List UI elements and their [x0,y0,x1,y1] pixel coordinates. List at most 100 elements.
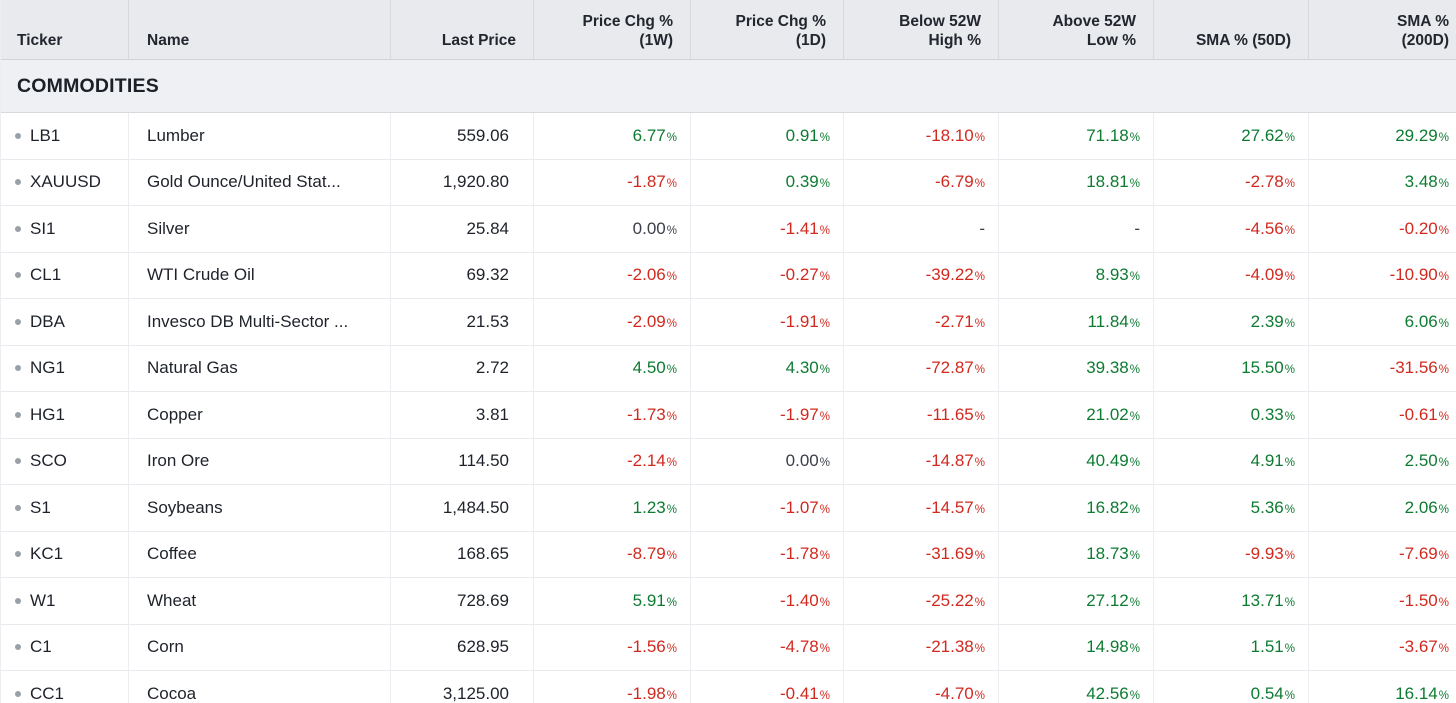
percent-suffix: % [666,410,677,423]
last_price-value: 1,484.50 [442,497,509,517]
name-value: Wheat [147,590,197,610]
above_52w_low-value: 11.84 [1087,311,1129,331]
last_price-value: 69.32 [466,265,509,285]
chg_1w-value: -2.09 [627,311,666,331]
column-header-above_52w_low[interactable]: Above 52W Low % [999,0,1154,59]
table-row[interactable]: C1 Corn 628.95 -1.56% -4.78% -21.38% 14.98% 1.5… [1,624,1456,671]
percent-suffix: % [666,271,677,284]
sma_50d-value: -4.09 [1245,265,1284,285]
column-header-name[interactable]: Name [129,0,391,59]
chg_1d-value: -0.27 [780,265,819,285]
percent-suffix: % [819,131,830,144]
percent-suffix: % [1284,503,1295,516]
table-row[interactable]: NG1 Natural Gas 2.72 4.50% 4.30% -72.87% 39.38… [1,345,1456,392]
percent-suffix: % [1129,596,1140,609]
chg_1d-cell: 0.91% [691,113,844,159]
chg_1w-value: -1.87 [627,172,666,192]
section-title: COMMODITIES [17,74,159,97]
percent-suffix: % [819,689,830,702]
percent-suffix: % [974,364,985,377]
table-row[interactable]: SI1 Silver 25.84 0.00% -1.41% - - -4.56% -0.20% [1,206,1456,253]
above_52w_low-value: 39.38 [1086,358,1129,378]
percent-suffix: % [974,689,985,702]
sma_50d-cell: 27.62% [1154,113,1309,159]
column-header-label: (1D) [795,32,826,49]
percent-suffix: % [1438,178,1449,191]
percent-suffix: % [819,178,830,191]
sma_50d-cell: -2.78% [1154,159,1309,205]
last_price-value: 3.81 [475,404,509,424]
percent-suffix: % [1284,178,1295,191]
name-cell: Gold Ounce/United Stat... [129,159,391,205]
percent-suffix: % [1438,271,1449,284]
percent-suffix: % [1129,178,1140,191]
ticker-cell: KC1 [1,531,129,577]
table-row[interactable]: CC1 Cocoa 3,125.00 -1.98% -0.41% -4.70% 42.56%… [1,671,1456,703]
sma_200d-value: -3.67 [1399,637,1438,657]
table-row[interactable]: XAUUSD Gold Ounce/United Stat... 1,920.80 -… [1,159,1456,206]
below_52w_high-cell: - [844,206,999,252]
column-header-last_price[interactable]: Last Price [391,0,534,59]
ticker-bullet-icon [15,411,21,418]
percent-suffix: % [1438,689,1449,702]
percent-suffix: % [666,131,677,144]
last_price-value: 114.50 [458,451,509,471]
table-row[interactable]: CL1 WTI Crude Oil 69.32 -2.06% -0.27% -39.22%… [1,252,1456,299]
below_52w_high-value: -14.57 [925,497,974,517]
table-header-row: Ticker Name Last Price Price Chg % (1W) Price… [1,0,1456,60]
percent-suffix: % [1284,224,1295,237]
percent-suffix: % [1284,457,1295,470]
chg_1w-value: -2.14 [627,451,666,471]
table-row[interactable]: DBA Invesco DB Multi-Sector ... 21.53 -2.09… [1,299,1456,346]
percent-suffix: % [974,643,985,656]
table-row[interactable]: HG1 Copper 3.81 -1.73% -1.97% -11.65% 21.02% 0.… [1,392,1456,439]
sma_200d-value: -0.61 [1399,404,1438,424]
column-header-chg_1d[interactable]: Price Chg % (1D) [691,0,844,59]
ticker-value: XAUUSD [30,172,101,192]
above_52w_low-value: 18.81 [1086,172,1129,192]
ticker-value: DBA [30,311,65,331]
chg_1w-cell: -1.98% [534,671,691,703]
chg_1d-value: 0.00 [785,451,819,471]
last_price-cell: 3,125.00 [391,671,534,703]
column-header-label: High % [928,32,981,49]
table-row[interactable]: SCO Iron Ore 114.50 -2.14% 0.00% -14.87% 40.49… [1,438,1456,485]
table-row[interactable]: S1 Soybeans 1,484.50 1.23% -1.07% -14.57% 16.8… [1,485,1456,532]
ticker-bullet-icon [15,272,21,279]
percent-suffix: % [819,410,830,423]
below_52w_high-cell: -2.71% [844,299,999,345]
chg_1w-cell: 6.77% [534,113,691,159]
column-header-below_52w_high[interactable]: Below 52W High % [844,0,999,59]
above_52w_low-cell: 40.49% [999,438,1154,484]
chg_1d-value: -1.97 [780,404,819,424]
column-header-sma_200d[interactable]: SMA % (200D) [1309,0,1456,59]
percent-suffix: % [666,224,677,237]
chg_1d-value: -1.41 [780,218,819,238]
ticker-cell: XAUUSD [1,159,129,205]
name-value: Cocoa [147,683,197,703]
ticker-value: SCO [30,451,67,471]
above_52w_low-cell: 21.02% [999,392,1154,438]
last_price-cell: 21.53 [391,299,534,345]
column-header-ticker[interactable]: Ticker [1,0,129,59]
name-value: Silver [147,218,190,238]
chg_1d-cell: -1.91% [691,299,844,345]
chg_1w-value: 4.50 [632,358,666,378]
chg_1w-value: 5.91 [632,590,666,610]
sma_200d-cell: -0.61% [1309,392,1456,438]
table-row[interactable]: KC1 Coffee 168.65 -8.79% -1.78% -31.69% 18.73%… [1,531,1456,578]
column-header-chg_1w[interactable]: Price Chg % (1W) [534,0,691,59]
table-row[interactable]: LB1 Lumber 559.06 6.77% 0.91% -18.10% 71.18% 27… [1,113,1456,160]
last_price-value: 25.84 [466,218,509,238]
table-row[interactable]: W1 Wheat 728.69 5.91% -1.40% -25.22% 27.12% 13.… [1,578,1456,625]
last_price-value: 168.65 [457,544,509,564]
name-cell: Corn [129,624,391,670]
percent-suffix: % [974,131,985,144]
sma_50d-cell: 13.71% [1154,578,1309,624]
percent-suffix: % [1438,317,1449,330]
sma_50d-value: -4.56 [1245,218,1284,238]
percent-suffix: % [1129,457,1140,470]
column-header-sma_50d[interactable]: SMA % (50D) [1154,0,1309,59]
name-cell: WTI Crude Oil [129,252,391,298]
ticker-value: HG1 [30,404,65,424]
